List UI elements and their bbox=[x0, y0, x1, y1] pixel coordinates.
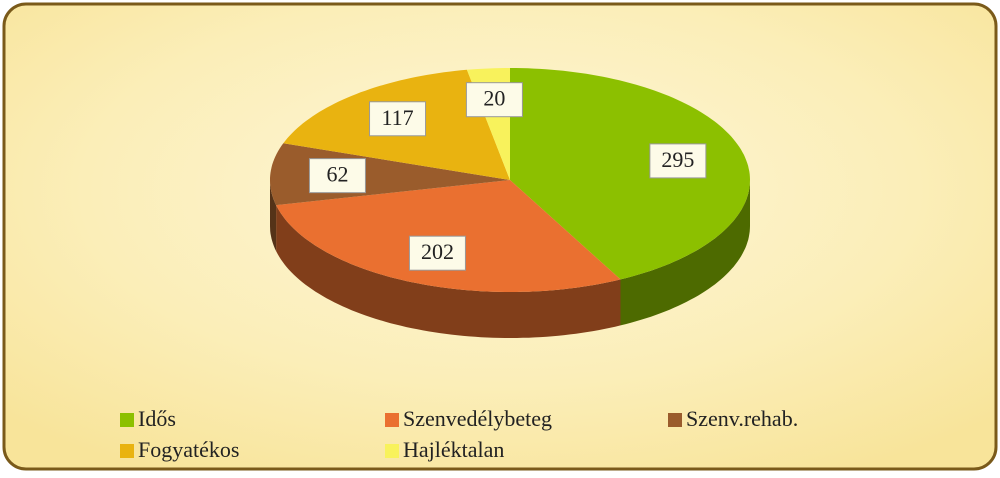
data-label: 20 bbox=[483, 86, 505, 111]
data-label-box bbox=[465, 82, 523, 118]
legend-swatch bbox=[385, 413, 399, 427]
data-label-box bbox=[408, 235, 466, 271]
data-label-box bbox=[369, 101, 427, 137]
pie-side bbox=[620, 180, 750, 326]
pie-side bbox=[276, 205, 621, 338]
legend-label: Szenvedélybeteg bbox=[403, 406, 552, 431]
data-label: 62 bbox=[326, 162, 348, 187]
legend-swatch bbox=[120, 413, 134, 427]
legend-label: Hajléktalan bbox=[403, 437, 504, 462]
legend-swatch bbox=[120, 444, 134, 458]
data-label-box bbox=[649, 143, 707, 179]
data-label-box bbox=[308, 158, 366, 194]
pie-side bbox=[270, 180, 277, 252]
legend-label: Szenv.rehab. bbox=[686, 406, 798, 431]
data-label: 117 bbox=[381, 105, 413, 130]
legend-swatch bbox=[385, 444, 399, 458]
legend-label: Idős bbox=[138, 406, 176, 431]
data-label: 202 bbox=[421, 239, 454, 264]
legend-label: Fogyatékos bbox=[138, 437, 239, 462]
data-label: 295 bbox=[661, 147, 694, 172]
pie-slice bbox=[510, 68, 750, 280]
legend-swatch bbox=[668, 413, 682, 427]
